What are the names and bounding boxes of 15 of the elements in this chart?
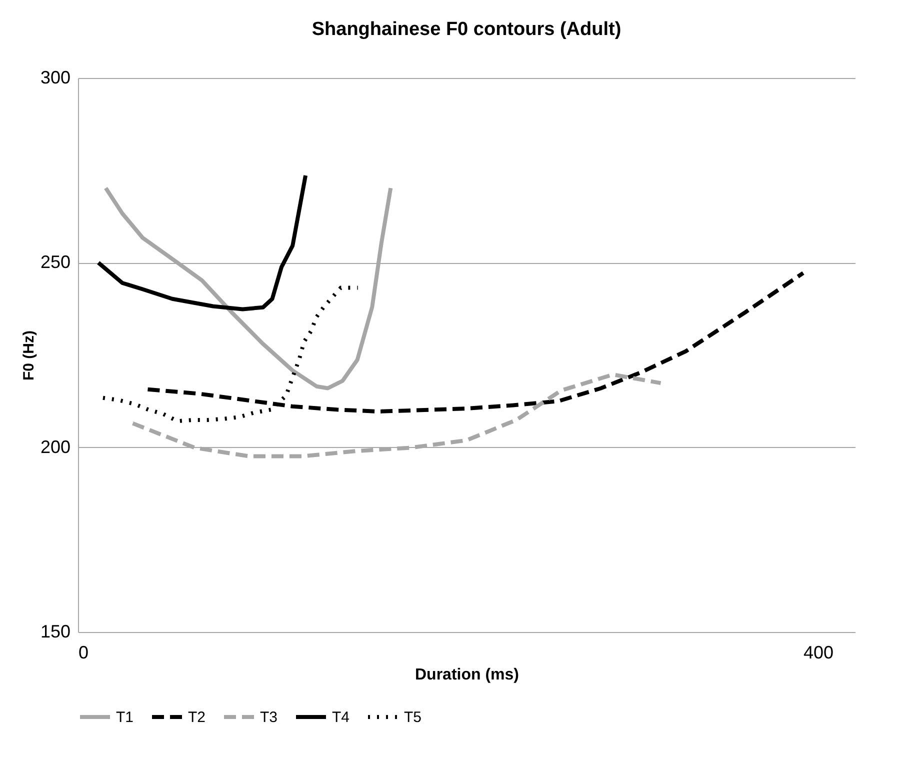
line-series bbox=[96, 174, 308, 312]
legend-label: T5 bbox=[404, 709, 422, 726]
legend-label: T3 bbox=[260, 709, 278, 726]
x-tick-label: 0 bbox=[78, 642, 89, 662]
x-axis-title: Duration (ms) bbox=[415, 666, 519, 684]
y-tick-label: 150 bbox=[40, 622, 70, 642]
y-tick-label: 250 bbox=[40, 252, 70, 272]
y-tick-label: 200 bbox=[40, 436, 70, 457]
legend-label: T1 bbox=[116, 709, 134, 726]
chart-title: Shanghainese F0 contours (Adult) bbox=[312, 19, 622, 40]
y-tick-label: 300 bbox=[40, 68, 70, 88]
legend-label: T4 bbox=[332, 709, 350, 726]
y-axis-title: F0 (Hz) bbox=[20, 330, 38, 380]
x-tick-label: 400 bbox=[803, 642, 834, 662]
legend-label: T2 bbox=[188, 709, 206, 726]
